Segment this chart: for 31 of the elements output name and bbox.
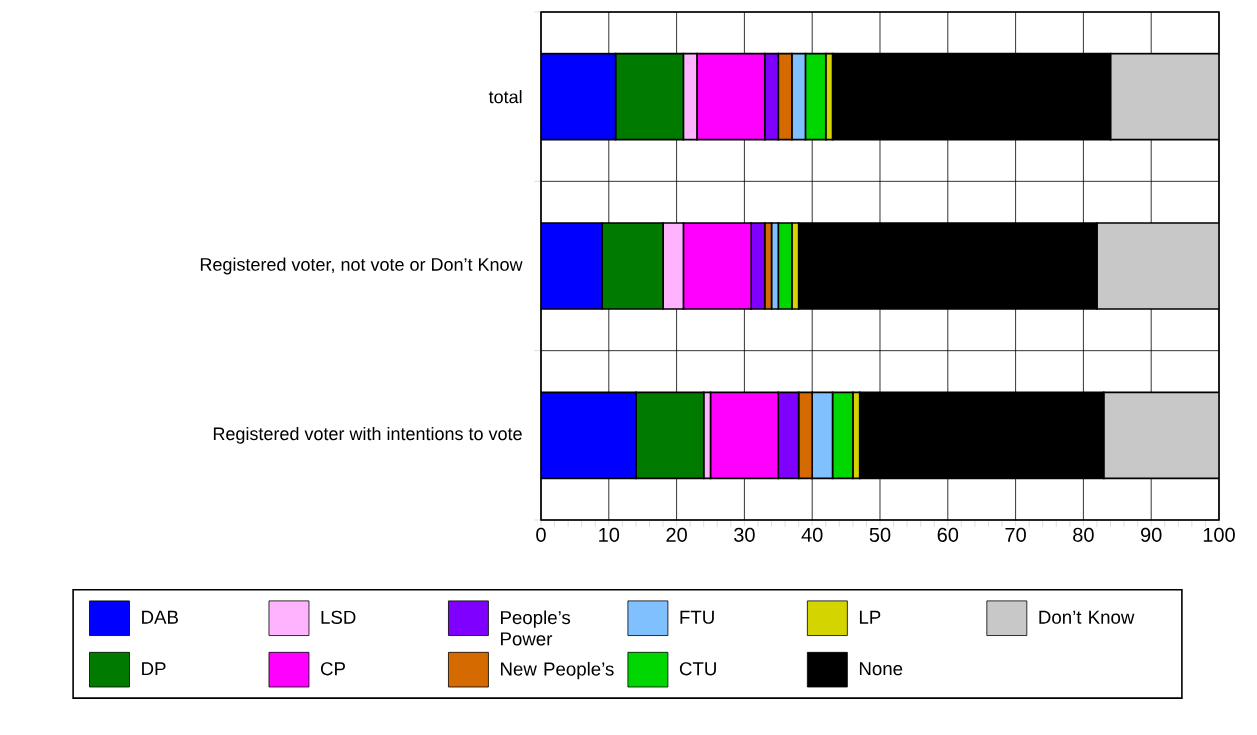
legend-label: DAB — [142, 610, 178, 624]
legend-label: New People’s — [501, 661, 614, 680]
legend-label: People’s Power — [501, 610, 571, 646]
y-tick-label: total — [488, 90, 522, 104]
bar — [1096, 222, 1219, 310]
x-tick-label: 10 — [599, 527, 620, 542]
legend-label: None — [859, 662, 903, 676]
x-tick-label: 100 — [1203, 527, 1235, 542]
x-tick-label: 40 — [801, 527, 823, 542]
bar — [1109, 52, 1219, 141]
x-tick-label: 0 — [536, 527, 546, 542]
legend-label: LSD — [321, 610, 356, 624]
legend-label: FTU — [680, 610, 714, 624]
y-tick-label: Registered voter with intentions to vote — [213, 426, 522, 444]
legend-label: CP — [320, 662, 345, 676]
bar — [1102, 391, 1219, 480]
legend-label: CTU — [679, 662, 716, 676]
x-tick-label: 50 — [869, 527, 891, 542]
x-tick-label: 30 — [734, 527, 755, 542]
y-tick-label: Registered voter, not vote or Don’t Know — [200, 257, 523, 275]
x-tick-label: 90 — [1141, 527, 1162, 542]
x-tick-label: 80 — [1073, 527, 1094, 542]
legend-label: LP — [859, 610, 881, 624]
bar — [541, 52, 617, 141]
legend-label: Don’t Know — [1039, 610, 1135, 624]
legend-label: DP — [142, 662, 166, 676]
x-tick-label: 60 — [937, 527, 959, 542]
bar — [541, 222, 603, 310]
bar — [541, 391, 637, 480]
x-tick-label: 70 — [1005, 527, 1026, 542]
x-tick-label: 20 — [666, 527, 687, 542]
